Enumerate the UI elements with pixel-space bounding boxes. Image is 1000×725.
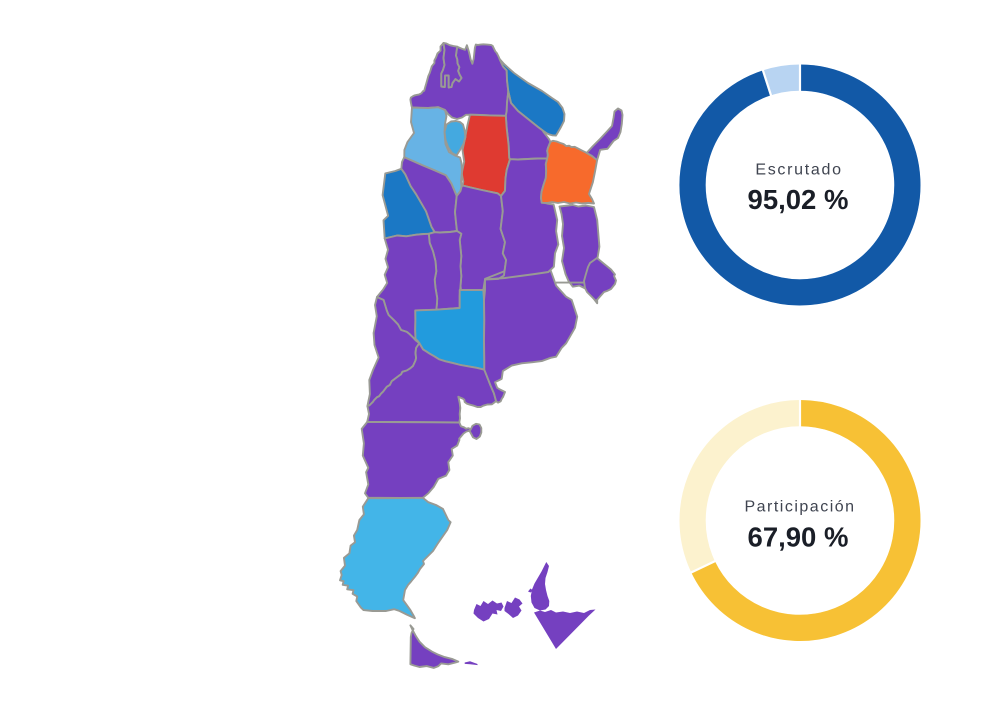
svg-text:Escrutado: Escrutado: [755, 162, 842, 179]
svg-text:67,90 %: 67,90 %: [748, 522, 849, 553]
svg-text:95,02 %: 95,02 %: [748, 184, 849, 215]
svg-text:Participación: Participación: [744, 499, 855, 516]
